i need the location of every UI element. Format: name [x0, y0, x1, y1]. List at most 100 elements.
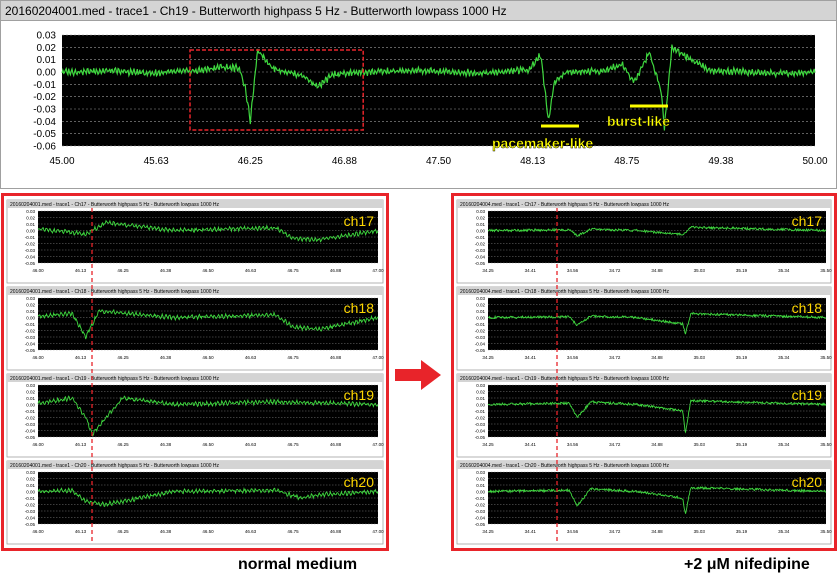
mini-ytick-label: 0.02 [476, 389, 485, 394]
mini-ytick-label: 0.00 [476, 402, 485, 407]
mini-xtick-label: 35.19 [736, 529, 748, 534]
mini-xtick-label: 34.72 [609, 529, 621, 534]
channel-label-ch18: ch18 [792, 300, 823, 316]
mini-ytick-label: -0.01 [475, 322, 486, 327]
mini-ytick-label: -0.02 [25, 415, 36, 420]
mini-xtick-label: 46.38 [160, 355, 172, 360]
mini-ytick-label: 0.01 [26, 396, 35, 401]
mini-window-titlebar [457, 461, 831, 469]
mini-xtick-label: 46.00 [32, 268, 44, 273]
mini-xtick-label: 35.50 [820, 355, 832, 360]
mini-ytick-label: -0.05 [475, 348, 486, 353]
mini-xtick-label: 35.34 [778, 529, 790, 534]
mini-ytick-label: -0.03 [475, 422, 486, 427]
mini-xtick-label: 34.41 [525, 442, 537, 447]
mini-xtick-label: 46.75 [287, 529, 299, 534]
mini-xtick-label: 34.25 [482, 529, 494, 534]
mini-xtick-label: 46.25 [117, 268, 129, 273]
left-panel-normal-medium: 20160204001.med - trace1 - Ch17 - Butter… [1, 193, 389, 551]
mini-ytick-label: 0.00 [26, 402, 35, 407]
mini-trace-line [37, 308, 379, 340]
mini-xtick-label: 35.03 [694, 355, 706, 360]
mini-ytick-label: -0.01 [475, 409, 486, 414]
mini-xtick-label: 34.56 [567, 268, 579, 273]
mini-ytick-label: 0.03 [26, 209, 35, 214]
main-xtick-label: 45.63 [144, 156, 169, 167]
mini-ytick-label: 0.03 [476, 383, 485, 388]
mini-ytick-label: -0.05 [475, 261, 486, 266]
mini-trace-window-ch17: 20160204001.med - trace1 - Ch17 - Butter… [6, 199, 384, 284]
mini-ytick-label: 0.00 [476, 228, 485, 233]
channel-label-ch18: ch18 [344, 300, 375, 316]
mini-ytick-label: 0.02 [26, 302, 35, 307]
mini-xtick-label: 34.41 [525, 268, 537, 273]
mini-ytick-label: -0.03 [25, 509, 36, 514]
main-xtick-label: 48.13 [520, 156, 545, 167]
mini-xtick-label: 46.13 [75, 355, 87, 360]
mini-xtick-label: 46.88 [330, 268, 342, 273]
channel-label-ch17: ch17 [344, 213, 375, 229]
mini-xtick-label: 34.25 [482, 355, 494, 360]
mini-xtick-label: 35.50 [820, 268, 832, 273]
mini-ytick-label: 0.01 [476, 396, 485, 401]
mini-xtick-label: 35.19 [736, 442, 748, 447]
mini-ytick-label: -0.05 [25, 522, 36, 527]
mini-trace-window-ch20: 20160204004.med - trace1 - Ch20 - Butter… [456, 460, 832, 545]
mini-xtick-label: 46.75 [287, 355, 299, 360]
mini-ytick-label: 0.02 [26, 476, 35, 481]
mini-window-titlebar [7, 200, 383, 208]
mini-xtick-label: 34.88 [651, 268, 663, 273]
mini-xtick-label: 46.50 [202, 442, 214, 447]
mini-trace-window-ch19: 20160204001.med - trace1 - Ch19 - Butter… [6, 373, 384, 458]
mini-ytick-label: -0.02 [25, 328, 36, 333]
mini-xtick-label: 47.00 [372, 442, 384, 447]
mini-ytick-label: 0.02 [476, 302, 485, 307]
mini-window-title: 20160204004.med - trace1 - Ch20 - Butter… [460, 463, 669, 469]
main-ytick-label: 0.03 [37, 31, 57, 42]
mini-window-title: 20160204001.med - trace1 - Ch19 - Butter… [10, 376, 219, 382]
mini-xtick-label: 34.25 [482, 268, 494, 273]
mini-trace-window-ch19: 20160204004.med - trace1 - Ch19 - Butter… [456, 373, 832, 458]
mini-ytick-label: -0.04 [25, 254, 36, 259]
mini-xtick-label: 35.34 [778, 442, 790, 447]
mini-ytick-label: 0.03 [476, 209, 485, 214]
mini-ytick-label: -0.03 [25, 422, 36, 427]
mini-ytick-label: -0.02 [475, 415, 486, 420]
mini-xtick-label: 46.00 [32, 355, 44, 360]
mini-xtick-label: 47.00 [372, 355, 384, 360]
mini-xtick-label: 34.72 [609, 442, 621, 447]
mini-ytick-label: -0.03 [25, 335, 36, 340]
mini-xtick-label: 34.72 [609, 355, 621, 360]
mini-window-titlebar [7, 287, 383, 295]
mini-xtick-label: 46.50 [202, 355, 214, 360]
mini-xtick-label: 46.13 [75, 268, 87, 273]
channel-label-ch19: ch19 [792, 387, 823, 403]
mini-xtick-label: 46.25 [117, 355, 129, 360]
mini-window-titlebar [457, 200, 831, 208]
mini-xtick-label: 46.13 [75, 529, 87, 534]
mini-xtick-label: 46.50 [202, 529, 214, 534]
mini-ytick-label: 0.00 [26, 228, 35, 233]
mini-ytick-label: -0.05 [475, 435, 486, 440]
mini-trace-line [37, 486, 379, 508]
mini-xtick-label: 34.56 [567, 355, 579, 360]
main-xtick-label: 50.00 [802, 156, 827, 167]
mini-ytick-label: -0.04 [475, 428, 486, 433]
mini-ytick-label: 0.02 [476, 476, 485, 481]
main-ytick-label: 0.01 [37, 55, 57, 66]
main-ytick-label: 0.00 [37, 68, 57, 79]
mini-xtick-label: 46.88 [330, 355, 342, 360]
main-xtick-label: 48.75 [614, 156, 639, 167]
mini-xtick-label: 35.34 [778, 268, 790, 273]
mini-window-titlebar [457, 287, 831, 295]
mini-window-titlebar [457, 374, 831, 382]
mini-ytick-label: -0.02 [475, 328, 486, 333]
mini-ytick-label: 0.00 [26, 489, 35, 494]
main-ytick-label: -0.03 [33, 105, 56, 116]
burst-like-label: burst-like [607, 113, 670, 129]
channel-label-ch20: ch20 [344, 474, 375, 490]
arrow-right-icon [395, 360, 441, 390]
main-ytick-label: 0.02 [37, 43, 57, 54]
mini-window-title: 20160204001.med - trace1 - Ch20 - Butter… [10, 463, 219, 469]
mini-ytick-label: -0.05 [475, 522, 486, 527]
